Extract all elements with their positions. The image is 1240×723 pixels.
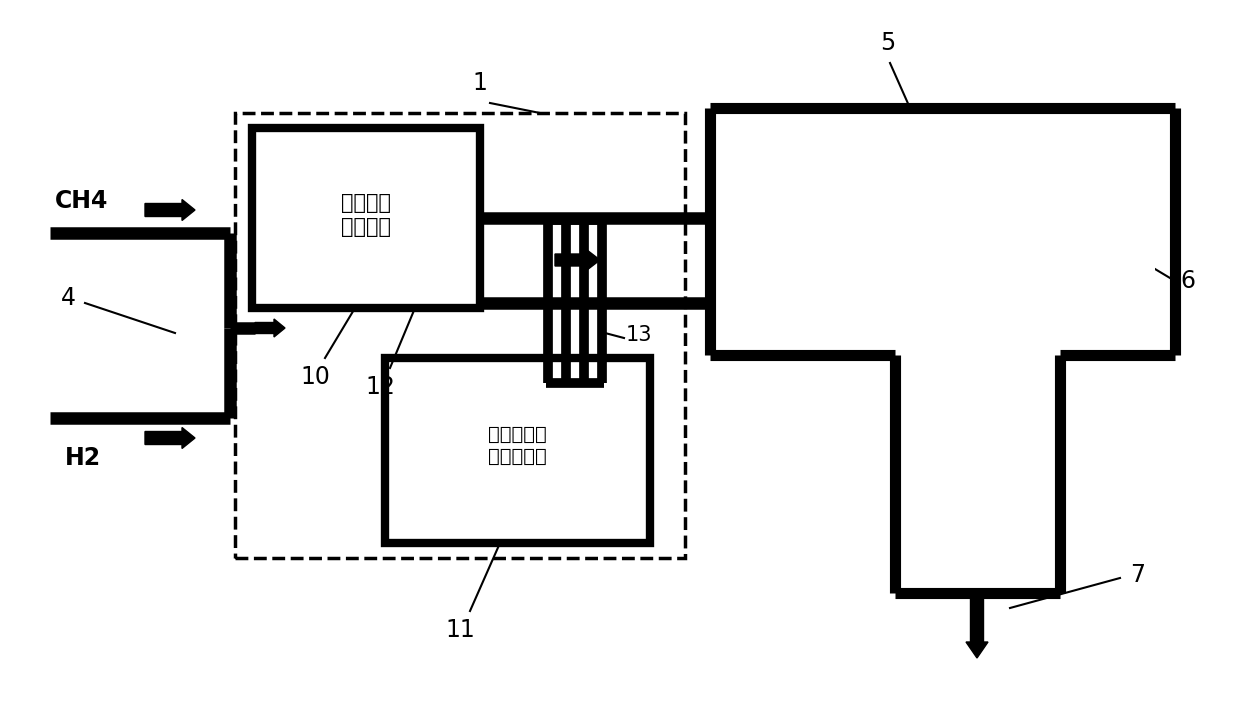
Text: CH4: CH4 [55,189,108,213]
Polygon shape [966,598,988,658]
Text: 13: 13 [626,325,652,345]
Text: 11: 11 [445,618,475,642]
Bar [730,128,1154,335]
Polygon shape [556,250,600,270]
Bar [236,113,684,558]
Text: 6: 6 [1180,269,1195,293]
Polygon shape [255,319,285,337]
Polygon shape [145,427,195,448]
Text: 10: 10 [300,365,330,389]
Text: 高里德堡原
子检测模块: 高里德堡原 子检测模块 [489,425,547,466]
Text: H2: H2 [64,446,102,470]
Text: 1: 1 [472,71,487,95]
Bar [915,355,1040,573]
Bar [384,358,650,543]
Text: 飞秒激光
解离模块: 飞秒激光 解离模块 [341,193,391,236]
Text: 12: 12 [365,375,394,399]
Bar [252,128,480,308]
Text: 5: 5 [880,31,895,55]
Polygon shape [145,200,195,221]
Text: 7: 7 [1130,563,1145,587]
Text: 4: 4 [61,286,76,310]
